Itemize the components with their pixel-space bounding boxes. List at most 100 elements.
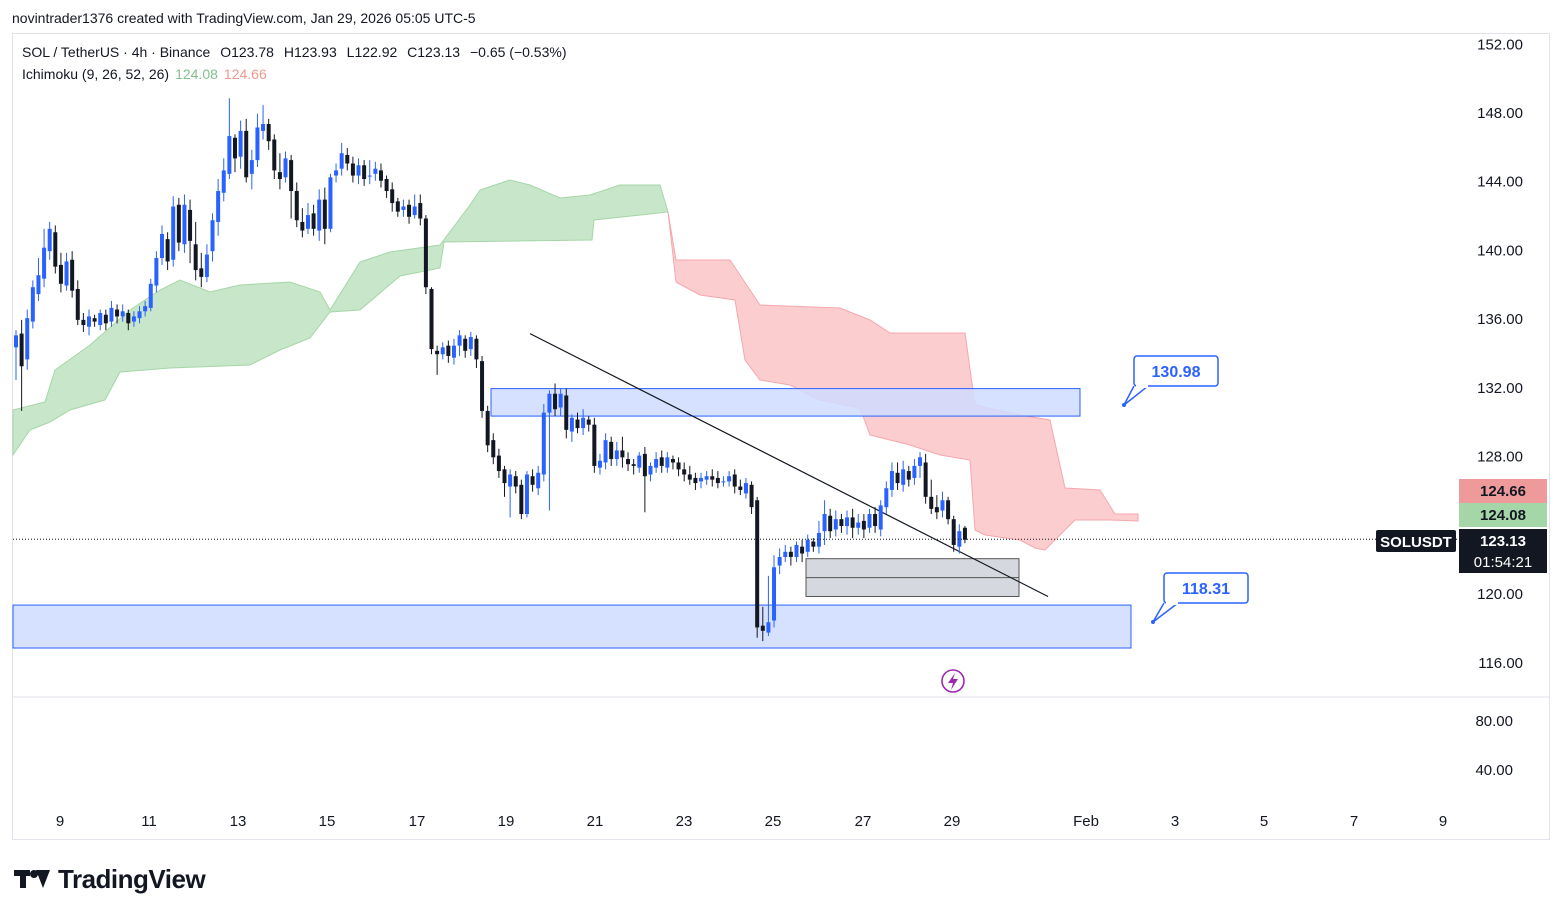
candle — [182, 194, 187, 253]
candle — [176, 197, 181, 252]
candle-body — [165, 239, 170, 262]
candle — [951, 515, 956, 552]
candle — [575, 412, 580, 434]
candle — [828, 508, 833, 539]
candle-body — [496, 455, 501, 472]
candle-body — [569, 417, 574, 432]
candle-body — [451, 345, 456, 358]
candle-body — [850, 517, 855, 528]
candle — [440, 342, 445, 360]
candle-body — [957, 531, 962, 547]
candle — [305, 203, 310, 234]
candle-body — [446, 345, 451, 356]
candle — [210, 213, 215, 262]
x-tick-label: 5 — [1260, 813, 1268, 830]
symbol-legend: SOL / TetherUS · 4h · Binance O123.78 H1… — [22, 44, 573, 60]
candle — [957, 524, 962, 554]
candle — [906, 465, 911, 487]
callout-label: 118.31 — [1182, 581, 1230, 598]
indicator-name[interactable]: Ichimoku (9, 26, 52, 26) — [22, 66, 170, 82]
candle-body — [345, 154, 350, 164]
candle-body — [816, 532, 821, 547]
x-tick-label: 9 — [56, 813, 64, 830]
candle — [120, 304, 125, 322]
candle — [884, 481, 889, 515]
candle-body — [81, 319, 86, 326]
candle — [620, 436, 625, 468]
candle-body — [912, 465, 917, 478]
tradingview-logo[interactable]: TradingView — [14, 862, 206, 896]
candle — [800, 539, 805, 563]
candle-body — [204, 254, 209, 277]
candle-body — [889, 471, 894, 490]
y-tick-label: 148.00 — [1477, 105, 1523, 122]
symbol-name[interactable]: SOL / TetherUS · 4h · Binance — [22, 44, 211, 60]
x-tick-label: 3 — [1171, 813, 1179, 830]
candle-body — [923, 462, 928, 497]
candle-body — [805, 539, 810, 552]
candle-body — [609, 441, 614, 460]
candle — [311, 204, 316, 236]
candle — [513, 471, 518, 494]
candle-body — [412, 206, 417, 216]
candle — [631, 459, 636, 475]
open-value: O123.78 — [220, 44, 274, 60]
candle-body — [732, 474, 737, 487]
x-tick-label: 19 — [498, 813, 515, 830]
x-tick-label: 7 — [1350, 813, 1358, 830]
candle — [199, 252, 204, 288]
candle-body — [918, 457, 923, 466]
candle-body — [266, 124, 271, 142]
y-tick-label: 132.00 — [1477, 380, 1523, 397]
candle — [710, 469, 715, 487]
candle-body — [536, 472, 541, 489]
callout-pointer — [1152, 602, 1179, 623]
candle-body — [491, 440, 496, 458]
candle — [839, 514, 844, 533]
candle — [407, 199, 412, 224]
candle — [547, 390, 552, 511]
candle — [131, 311, 136, 327]
candle — [850, 508, 855, 539]
symbol-price-tag: SOLUSDT — [1376, 530, 1456, 552]
candle — [418, 194, 423, 226]
candle — [221, 158, 226, 202]
candle — [47, 221, 52, 260]
candle-body — [873, 514, 878, 527]
candle — [317, 189, 322, 241]
candle-body — [828, 515, 833, 532]
countdown-text: 01:54:21 — [1474, 554, 1532, 571]
candle — [777, 548, 782, 575]
candle-body — [261, 124, 266, 131]
candle-body — [440, 347, 445, 355]
callout-gap — [1166, 600, 1178, 605]
candle — [159, 225, 164, 265]
candle-body — [384, 179, 389, 192]
candle-body — [126, 313, 131, 324]
candle — [14, 330, 18, 381]
last-price-text: 123.13 — [1480, 533, 1526, 550]
candle — [766, 575, 771, 636]
senkou-a-price-label-bg — [1459, 503, 1547, 527]
candle-body — [277, 172, 282, 180]
candle — [648, 462, 653, 482]
candle — [569, 414, 574, 442]
last-price-bg — [1459, 529, 1547, 573]
candle-body — [148, 283, 153, 308]
y-tick-label: 116.00 — [1478, 655, 1523, 672]
candle-body — [626, 459, 631, 465]
candle — [137, 306, 142, 324]
candle — [749, 481, 754, 515]
candle-body — [878, 505, 883, 530]
candle — [485, 405, 490, 453]
lightning-event-icon — [941, 669, 965, 693]
change-value: −0.65 (−0.53%) — [469, 44, 567, 60]
candle-body — [648, 465, 653, 475]
candle — [58, 252, 63, 293]
candle-body — [115, 309, 120, 317]
candle-body — [845, 517, 850, 527]
candle-body — [418, 203, 423, 219]
callout-label: 130.98 — [1152, 364, 1201, 381]
candle — [277, 153, 282, 190]
